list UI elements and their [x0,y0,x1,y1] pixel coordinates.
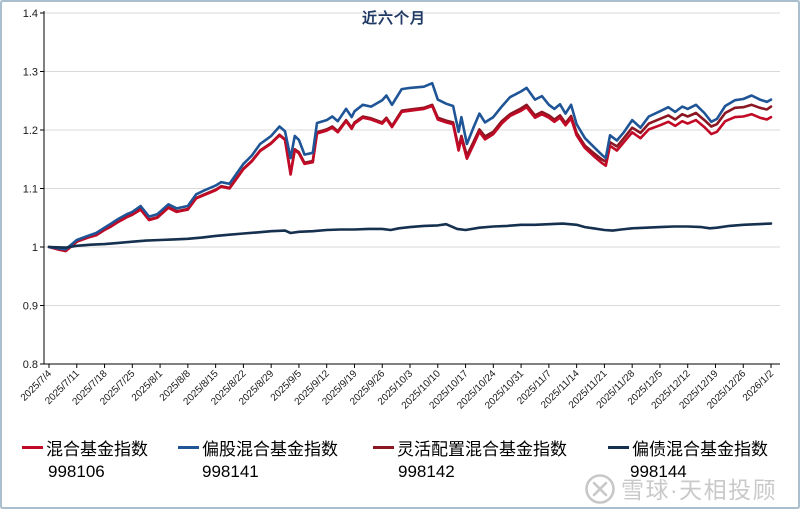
x-tick-label: 2026/1/2 [741,368,777,404]
series-line-998142 [47,103,773,252]
axis-tick-labels: 0.80.911.11.21.31.42025/7/42025/7/112025… [19,8,777,412]
xueqiu-logo-icon [585,474,615,504]
y-tick-label: 1.4 [23,8,38,20]
legend-label: 偏股混合基金指数 [202,440,338,459]
axes [40,11,780,368]
series-line-998141 [47,81,773,251]
y-tick-label: 1.2 [23,125,38,137]
series-lines [47,81,773,253]
gridlines [44,12,780,306]
y-tick-label: 1 [32,242,38,254]
watermark-text: 雪球·天相投顾 [621,477,777,503]
y-tick-label: 0.8 [23,359,38,371]
chart-title: 近六个月 [361,10,426,27]
y-tick-label: 1.3 [23,67,38,79]
legend-entry-998142[interactable]: 灵活配置混合基金指数 [373,435,567,460]
legend-label: 偏债混合基金指数 [632,440,768,459]
series-line-998144 [47,222,773,249]
legend-entry-998141[interactable]: 偏股混合基金指数 [178,435,338,460]
legend-swatch-navy [608,446,629,449]
legend-label: 混合基金指数 [46,440,148,459]
y-tick-label: 1.1 [23,184,38,196]
legend-swatch-red [22,446,43,449]
legend-entry-998106[interactable]: 混合基金指数 [22,435,148,460]
watermark: 雪球·天相投顾 [585,474,777,504]
legend-label: 灵活配置混合基金指数 [397,440,567,459]
y-tick-label: 0.9 [23,301,38,313]
series-line-998106 [47,104,773,253]
legend-swatch-darkred [373,446,394,449]
legend-entry-998144[interactable]: 偏债混合基金指数 [608,435,768,460]
legend-swatch-blue [178,446,199,449]
